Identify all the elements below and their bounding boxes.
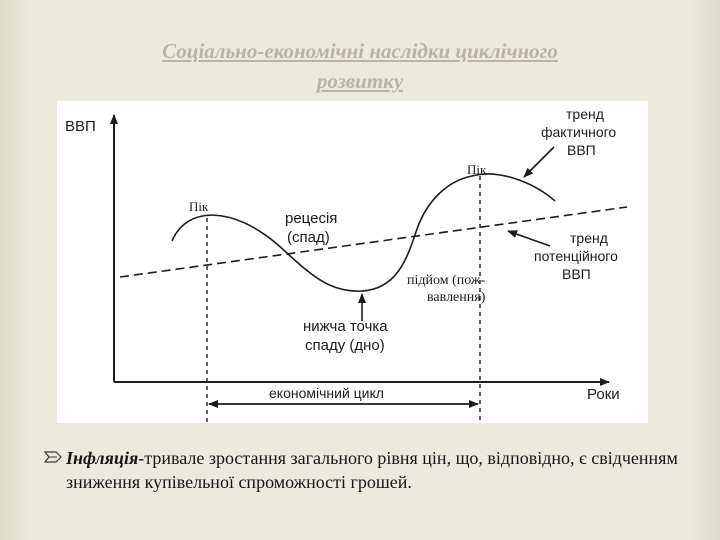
actual-trend-label-line-3: ВВП <box>567 142 596 158</box>
slide-title-line-2: розвитку <box>316 69 404 93</box>
recovery-label-line-2: вавлення) <box>427 290 486 305</box>
right-peak-label: Пік <box>467 162 487 177</box>
inflation-definition: -тривале зростання загального рівня цін,… <box>66 448 678 492</box>
recession-label-line-1: рецесія <box>285 210 337 227</box>
x-axis-label: Роки <box>587 386 620 403</box>
recession-label-line-2: (спад) <box>287 229 330 246</box>
slide-title: Соціально-економічні наслідки циклічного… <box>40 36 680 96</box>
trough-label-line-2: спаду (дно) <box>305 337 385 354</box>
ribbon-bullet-icon <box>44 451 62 463</box>
recovery-label-line-1: підйом (пож- <box>407 273 486 288</box>
potential-gdp-trend-line <box>119 206 628 278</box>
trough-label-line-1: нижча точка <box>303 318 388 335</box>
slide-frame-left <box>0 0 30 540</box>
business-cycle-diagram: ВВП Роки Пік Пік рецесія (спад) нижча то… <box>57 101 648 423</box>
body-paragraph: Інфляція-тривале зростання загального рі… <box>44 446 684 494</box>
paragraph-content: Інфляція-тривале зростання загального рі… <box>66 446 684 494</box>
potential-trend-pointer <box>507 230 551 247</box>
business-cycle-svg: ВВП Роки Пік Пік рецесія (спад) нижча то… <box>65 106 628 423</box>
economic-cycle-label: економічний цикл <box>269 385 384 401</box>
actual-trend-label-line-1: тренд <box>566 106 604 122</box>
inflation-term: Інфляція <box>66 448 139 468</box>
slide-title-line-1: Соціально-економічні наслідки циклічного <box>162 39 558 63</box>
potential-trend-label-line-1: тренд <box>570 230 608 246</box>
potential-trend-label-line-3: ВВП <box>562 266 591 282</box>
left-peak-label: Пік <box>189 199 209 214</box>
potential-trend-label-line-2: потенційного <box>534 248 618 264</box>
actual-trend-label-line-2: фактичного <box>541 124 616 140</box>
slide-frame-right <box>690 0 720 540</box>
actual-gdp-curve <box>171 173 556 292</box>
y-axis-label: ВВП <box>65 118 96 135</box>
actual-trend-pointer <box>523 146 555 178</box>
